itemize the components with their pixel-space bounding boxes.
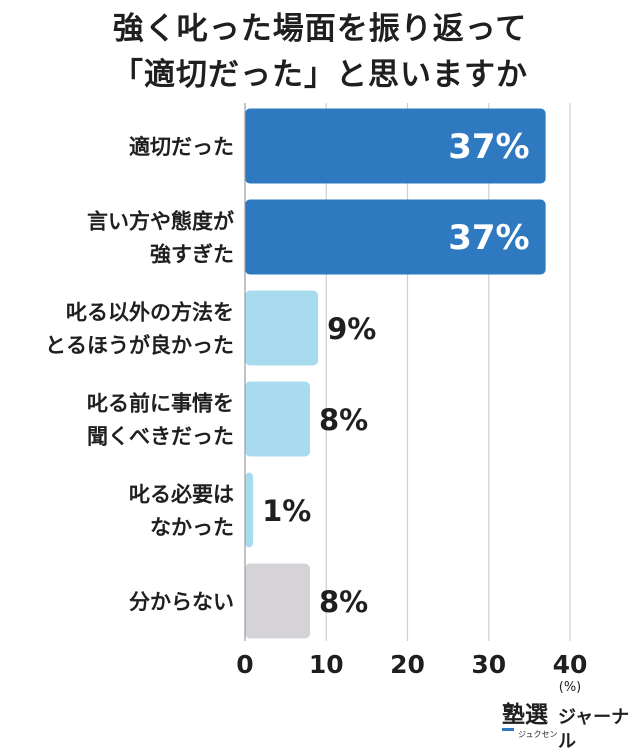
x-tick-label: 30 [471, 650, 506, 679]
x-tick-label: 10 [309, 650, 344, 679]
chart-title-line-2: 「適切だった」と思いますか [112, 57, 528, 93]
x-tick-label: 20 [390, 650, 425, 679]
logo-reading: ジュクセン [518, 730, 558, 739]
bar [245, 290, 319, 366]
logo-accent-bar [502, 728, 514, 731]
category-label: 聞くべきだった [87, 425, 234, 449]
category-label: なかった [150, 516, 234, 540]
category-label: 強すぎた [150, 243, 234, 267]
bar [245, 381, 310, 457]
category-label: 言い方や態度が [87, 210, 234, 234]
bar [245, 199, 546, 275]
bar [245, 472, 254, 548]
value-label: 9% [327, 312, 376, 346]
bar [245, 563, 310, 639]
category-label: 適切だった [129, 135, 234, 159]
category-label: 叱る以外の方法を [66, 301, 234, 325]
value-label: 37% [448, 127, 529, 167]
value-label: 37% [448, 218, 529, 258]
value-label: 8% [319, 585, 368, 619]
brand-logo: 塾選 ジュクセン ジャーナル [498, 700, 638, 752]
category-label: とるほうが良かった [45, 334, 234, 358]
category-label: 分からない [129, 590, 234, 614]
category-label: 叱る必要は [129, 483, 234, 507]
chart-title: 強く叱った場面を振り返って 「適切だった」と思いますか [0, 6, 640, 98]
x-tick-label: 0 [236, 650, 253, 679]
bar [245, 108, 546, 184]
x-tick-label: 40 [553, 650, 588, 679]
category-label: 叱る前に事情を [87, 392, 234, 416]
value-label: 1% [262, 494, 311, 528]
chart-title-line-1: 強く叱った場面を振り返って [112, 11, 528, 47]
logo-name: ジャーナル [558, 707, 630, 752]
value-label: 8% [319, 403, 368, 437]
logo-mark: 塾選 [502, 701, 548, 728]
x-unit-label: (%) [559, 680, 582, 695]
